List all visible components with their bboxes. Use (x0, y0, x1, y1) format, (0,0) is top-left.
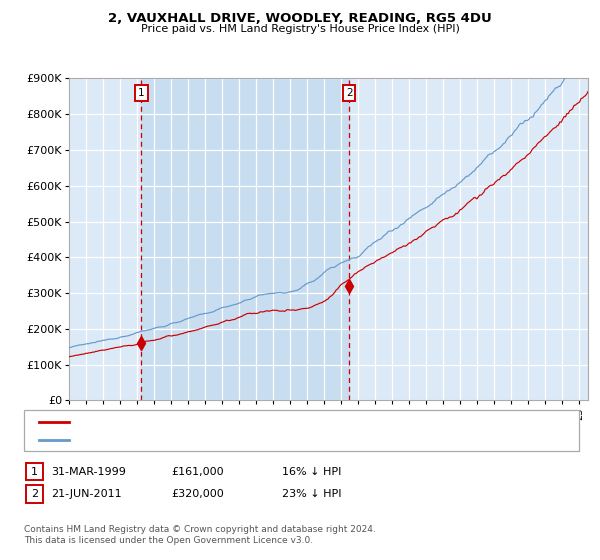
Bar (142, 78, 349, 400)
Text: Price paid vs. HM Land Registry's House Price Index (HPI): Price paid vs. HM Land Registry's House … (140, 24, 460, 34)
Text: £161,000: £161,000 (171, 466, 224, 477)
Text: 1: 1 (138, 88, 145, 97)
Text: 2, VAUXHALL DRIVE, WOODLEY, READING, RG5 4DU (detached house): 2, VAUXHALL DRIVE, WOODLEY, READING, RG5… (73, 417, 424, 427)
Text: 2: 2 (346, 88, 353, 97)
Text: 16% ↓ HPI: 16% ↓ HPI (282, 466, 341, 477)
Text: 2, VAUXHALL DRIVE, WOODLEY, READING, RG5 4DU: 2, VAUXHALL DRIVE, WOODLEY, READING, RG5… (108, 12, 492, 25)
Text: 21-JUN-2011: 21-JUN-2011 (51, 489, 122, 499)
Text: HPI: Average price, detached house, Wokingham: HPI: Average price, detached house, Woki… (73, 435, 316, 445)
Text: 1: 1 (31, 466, 38, 477)
Text: £320,000: £320,000 (171, 489, 224, 499)
Text: Contains HM Land Registry data © Crown copyright and database right 2024.
This d: Contains HM Land Registry data © Crown c… (24, 525, 376, 545)
Text: 31-MAR-1999: 31-MAR-1999 (51, 466, 126, 477)
Text: 23% ↓ HPI: 23% ↓ HPI (282, 489, 341, 499)
Text: 2: 2 (31, 489, 38, 499)
